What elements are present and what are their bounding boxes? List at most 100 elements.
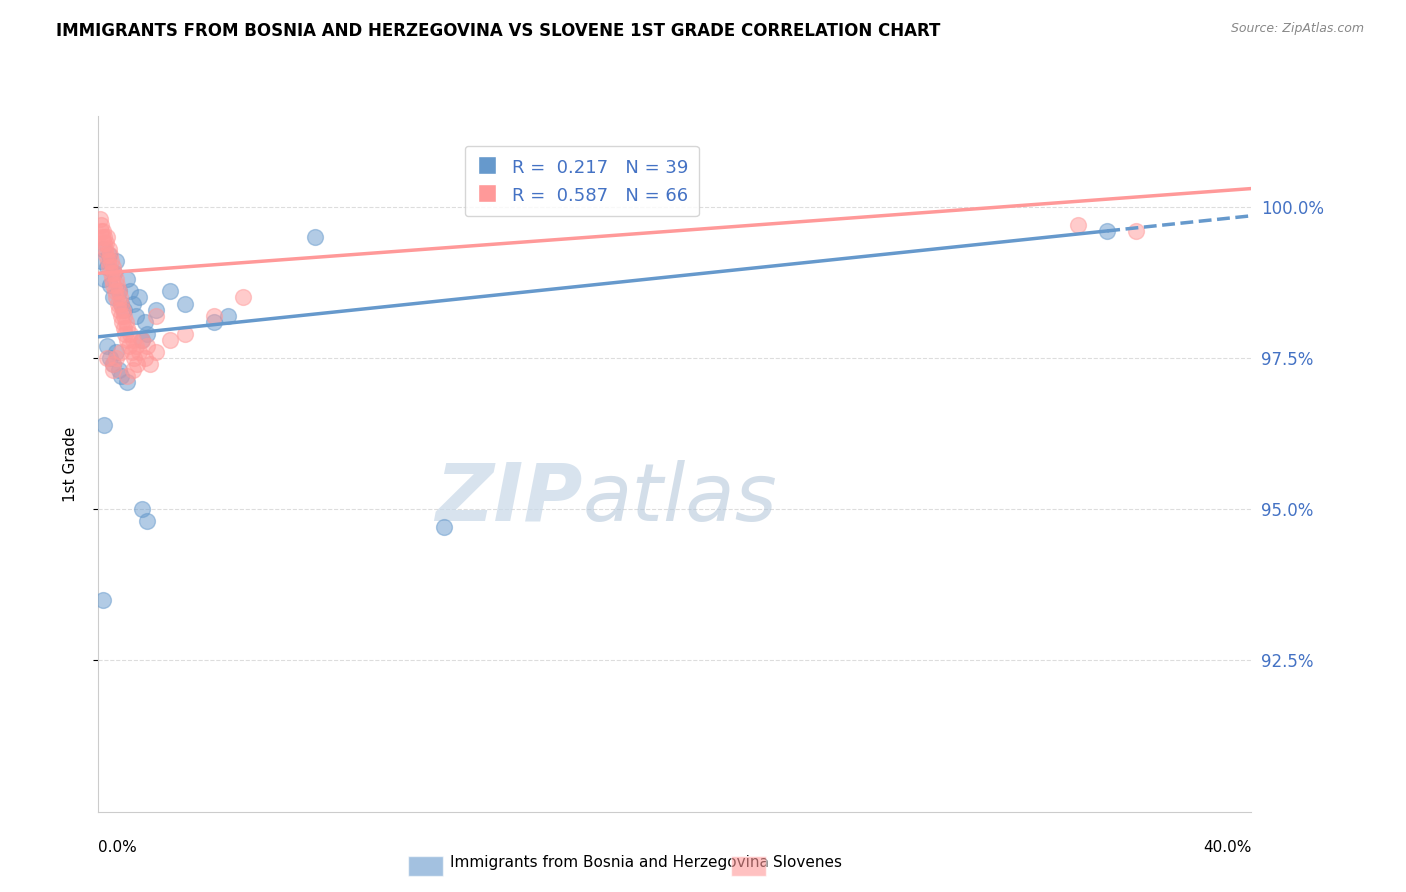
Point <box>134 351 156 365</box>
Point <box>125 309 148 323</box>
Text: Immigrants from Bosnia and Herzegovina: Immigrants from Bosnia and Herzegovina <box>450 855 769 870</box>
Text: ZIP: ZIP <box>436 459 582 538</box>
Point <box>110 345 132 359</box>
Point <box>91 593 114 607</box>
Point <box>105 290 128 304</box>
Point <box>93 417 115 432</box>
Point <box>107 285 129 299</box>
Point <box>145 345 167 359</box>
Point <box>103 266 125 280</box>
Point <box>202 315 225 329</box>
Point <box>117 320 139 334</box>
Point <box>120 326 142 341</box>
Point <box>107 296 129 310</box>
Point <box>127 357 149 371</box>
Point <box>433 520 456 534</box>
Point <box>97 242 120 256</box>
Point <box>112 302 135 317</box>
Point <box>136 339 159 353</box>
Point <box>115 333 138 347</box>
Point <box>120 285 142 299</box>
Text: atlas: atlas <box>582 459 778 538</box>
Point <box>159 333 181 347</box>
Point <box>94 242 117 256</box>
Point <box>117 272 139 286</box>
Point <box>117 375 139 389</box>
Point <box>90 224 112 238</box>
Point <box>104 351 127 365</box>
Point <box>304 230 326 244</box>
Point <box>104 254 127 268</box>
Point <box>114 326 136 341</box>
Point <box>136 326 159 341</box>
Point <box>131 333 153 347</box>
Point <box>110 296 132 310</box>
Text: Source: ZipAtlas.com: Source: ZipAtlas.com <box>1230 22 1364 36</box>
Point <box>96 339 118 353</box>
Point <box>93 272 115 286</box>
Point <box>111 302 134 317</box>
Point <box>98 278 121 293</box>
Y-axis label: 1st Grade: 1st Grade <box>63 426 77 501</box>
Text: 0.0%: 0.0% <box>98 839 138 855</box>
Point <box>1097 224 1119 238</box>
Point <box>159 285 181 299</box>
Point <box>122 333 145 347</box>
Point <box>91 224 114 238</box>
Point <box>94 235 117 250</box>
Point <box>97 248 120 262</box>
Point <box>107 285 129 299</box>
Point <box>110 309 132 323</box>
Point <box>97 254 120 268</box>
Point <box>128 290 150 304</box>
Point <box>145 302 167 317</box>
Point <box>107 363 129 377</box>
Text: 40.0%: 40.0% <box>1204 839 1251 855</box>
Point <box>100 266 122 280</box>
Point <box>98 248 121 262</box>
Point <box>98 351 121 365</box>
Point <box>136 514 159 528</box>
Point <box>174 296 197 310</box>
Point <box>114 315 136 329</box>
Point <box>101 363 124 377</box>
Point <box>101 260 124 275</box>
Point <box>122 363 145 377</box>
Point <box>90 230 112 244</box>
Point <box>112 320 135 334</box>
Point <box>103 278 125 293</box>
Point <box>131 333 153 347</box>
Point <box>101 290 124 304</box>
Point <box>101 357 124 371</box>
Point <box>112 309 135 323</box>
Point <box>96 230 118 244</box>
Point <box>98 260 121 275</box>
Point <box>104 285 127 299</box>
Point <box>108 290 131 304</box>
Point <box>131 502 153 516</box>
Point <box>96 351 118 365</box>
Point <box>93 230 115 244</box>
Point <box>145 309 167 323</box>
Point <box>174 326 197 341</box>
Point <box>104 345 127 359</box>
Point <box>90 218 112 232</box>
Point <box>231 290 254 304</box>
Point <box>1067 218 1090 232</box>
Point <box>139 357 162 371</box>
Point <box>91 242 114 256</box>
Point <box>90 254 112 268</box>
Point <box>128 345 150 359</box>
Point <box>93 235 115 250</box>
Point <box>118 339 141 353</box>
Point <box>101 272 124 286</box>
Text: IMMIGRANTS FROM BOSNIA AND HERZEGOVINA VS SLOVENE 1ST GRADE CORRELATION CHART: IMMIGRANTS FROM BOSNIA AND HERZEGOVINA V… <box>56 22 941 40</box>
Point <box>96 260 118 275</box>
Point <box>105 278 128 293</box>
Point <box>100 254 122 268</box>
Point <box>122 296 145 310</box>
Point <box>125 339 148 353</box>
Point <box>124 351 146 365</box>
Point <box>89 211 111 226</box>
Point <box>111 315 134 329</box>
